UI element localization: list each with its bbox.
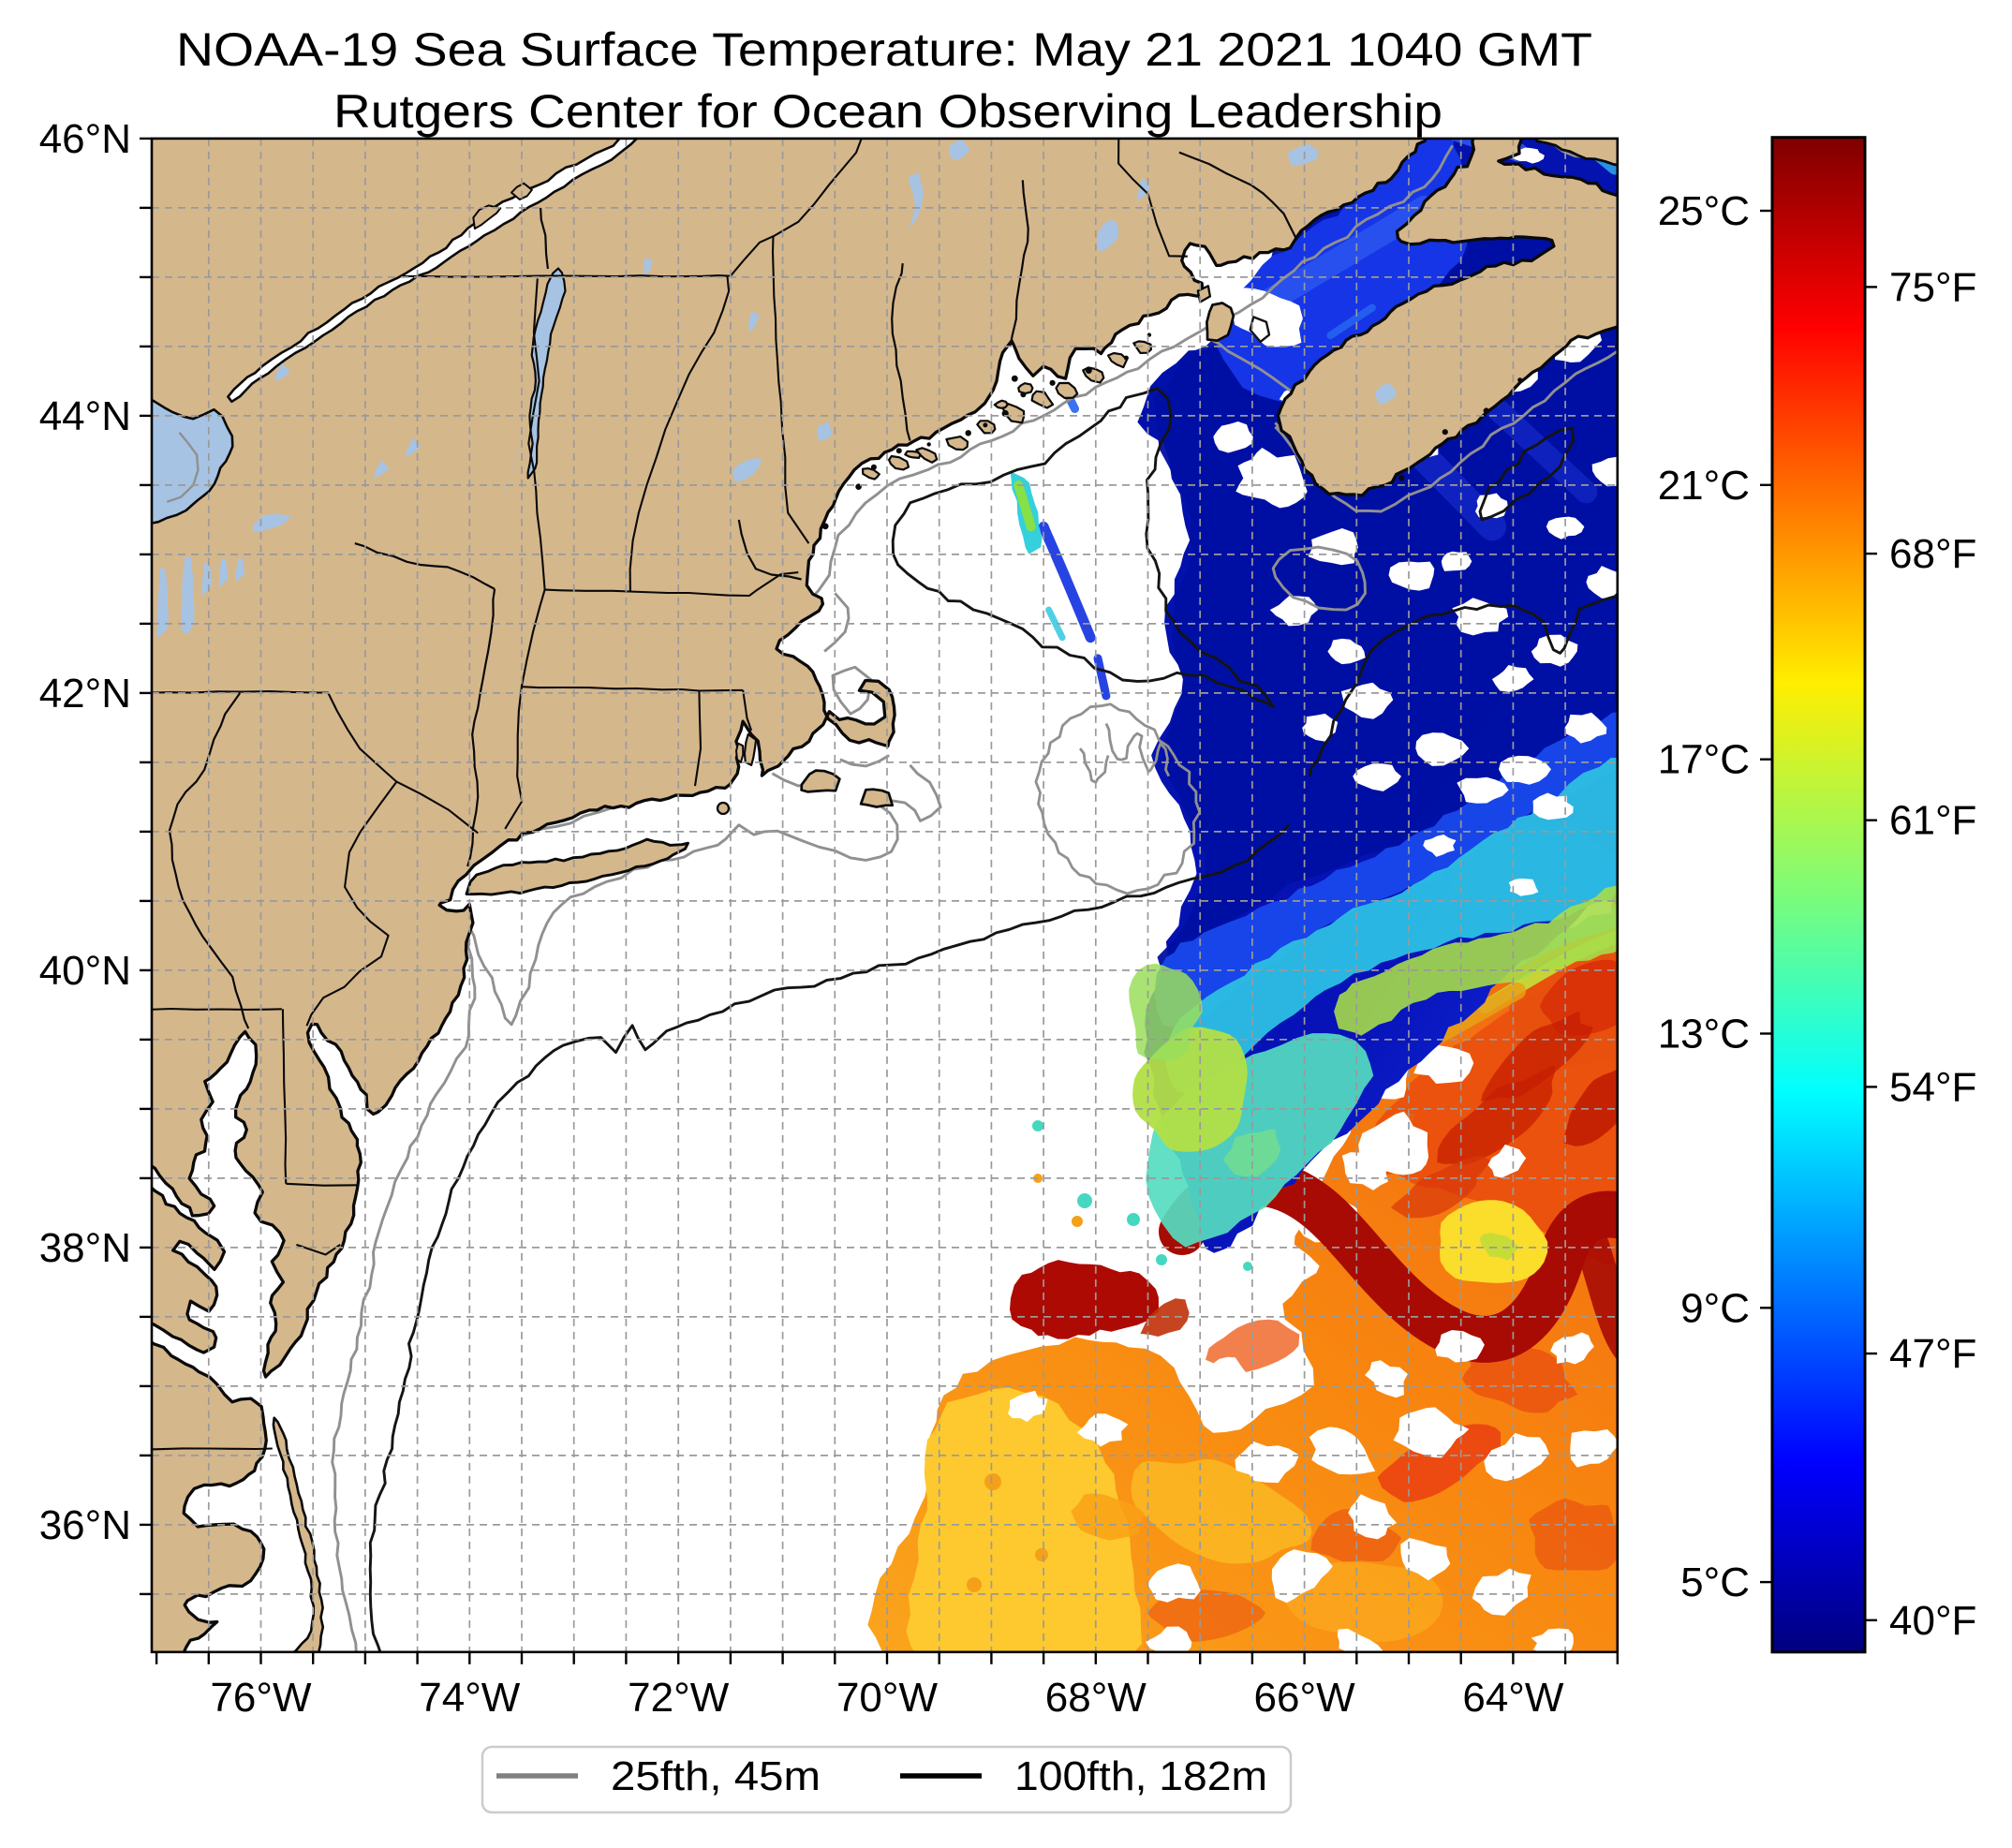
svg-text:17°C: 17°C [1658, 737, 1750, 783]
svg-text:Rutgers Center for Ocean Obser: Rutgers Center for Ocean Observing Leade… [333, 85, 1442, 138]
svg-text:9°C: 9°C [1680, 1285, 1750, 1331]
svg-text:47°F: 47°F [1889, 1331, 1976, 1377]
svg-text:40°F: 40°F [1889, 1598, 1976, 1644]
svg-text:42°N: 42°N [39, 671, 131, 717]
svg-text:68°F: 68°F [1889, 531, 1976, 577]
svg-text:61°F: 61°F [1889, 798, 1976, 844]
svg-text:21°C: 21°C [1658, 463, 1750, 509]
svg-text:68°W: 68°W [1045, 1675, 1147, 1721]
svg-text:75°F: 75°F [1889, 264, 1976, 310]
svg-text:44°N: 44°N [39, 393, 131, 439]
svg-text:54°F: 54°F [1889, 1064, 1976, 1110]
svg-text:13°C: 13°C [1658, 1012, 1750, 1057]
svg-text:36°N: 36°N [39, 1502, 131, 1548]
svg-text:66°W: 66°W [1254, 1675, 1356, 1721]
svg-text:74°W: 74°W [419, 1675, 521, 1721]
svg-text:25°C: 25°C [1658, 188, 1750, 234]
svg-text:76°W: 76°W [210, 1675, 312, 1721]
svg-text:100fth, 182m: 100fth, 182m [1014, 1753, 1267, 1799]
svg-text:NOAA-19 Sea Surface Temperatur: NOAA-19 Sea Surface Temperature: May 21 … [176, 23, 1592, 76]
svg-text:38°N: 38°N [39, 1225, 131, 1271]
svg-text:72°W: 72°W [628, 1675, 730, 1721]
svg-text:70°W: 70°W [836, 1675, 939, 1721]
svg-text:64°W: 64°W [1462, 1675, 1564, 1721]
svg-text:25fth, 45m: 25fth, 45m [611, 1753, 821, 1799]
svg-text:46°N: 46°N [39, 116, 131, 162]
svg-text:5°C: 5°C [1680, 1560, 1750, 1605]
svg-text:40°N: 40°N [39, 948, 131, 994]
